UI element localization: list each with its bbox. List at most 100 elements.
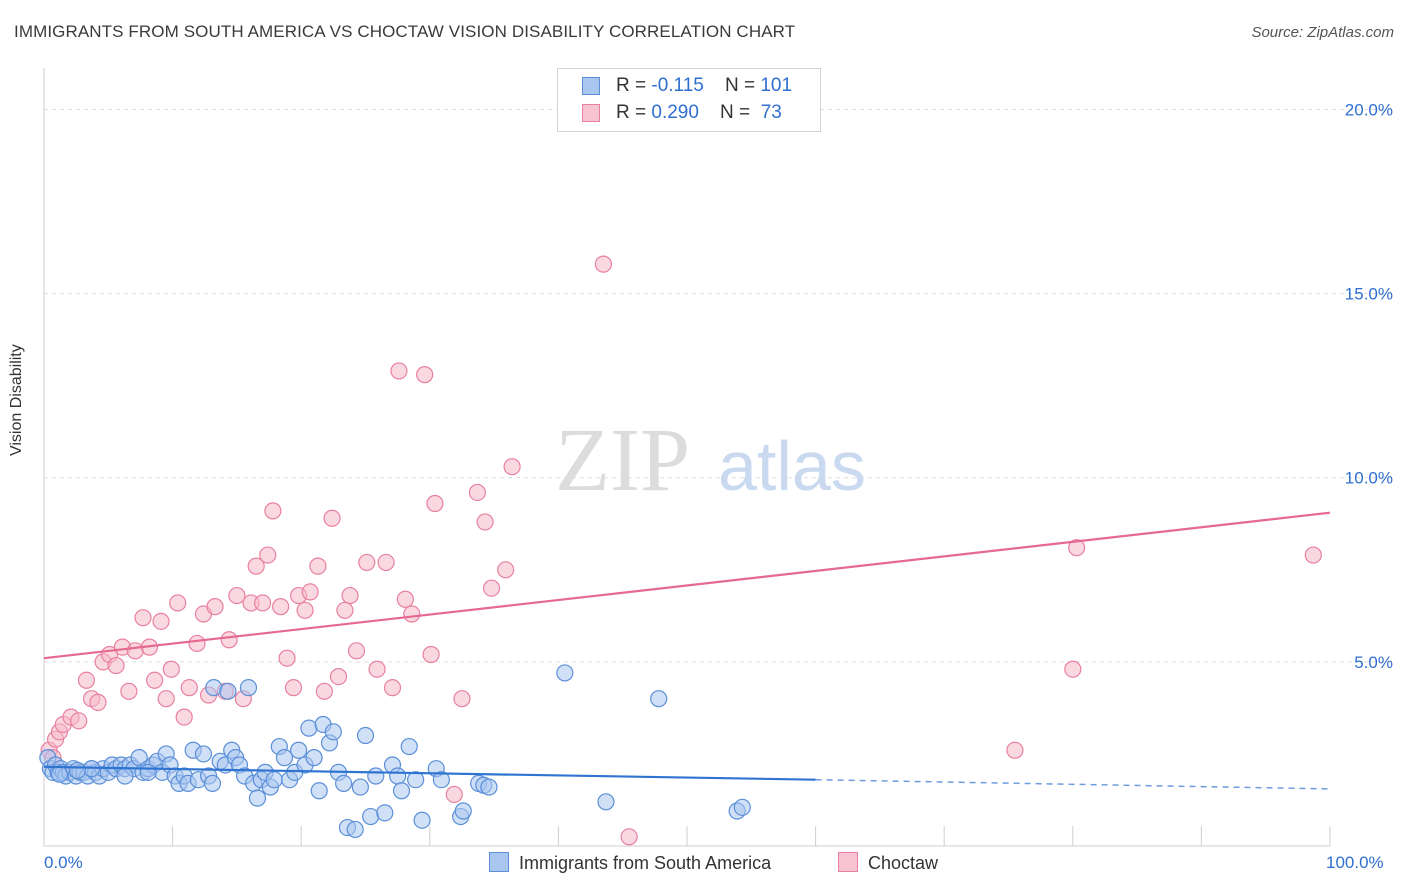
legend-text-pink: R = 0.290 N = 73 [616, 102, 782, 124]
legend-swatch-blue [582, 77, 600, 95]
point-south-america [362, 807, 380, 826]
point-choctaw [422, 645, 440, 664]
legend-swatch-pink [582, 104, 600, 122]
point-south-america [335, 774, 353, 792]
point-south-america [480, 778, 498, 796]
point-choctaw [453, 690, 471, 708]
point-choctaw [126, 642, 144, 660]
point-south-america [556, 664, 574, 682]
n-label: N = [724, 75, 761, 96]
point-choctaw [416, 366, 434, 384]
point-south-america [248, 789, 267, 807]
point-choctaw [468, 483, 486, 502]
point-choctaw [347, 642, 366, 660]
point-south-america [290, 741, 308, 759]
point-choctaw [259, 546, 277, 564]
point-choctaw [228, 586, 246, 605]
point-choctaw [296, 601, 314, 619]
point-south-america [305, 749, 323, 767]
south-america-points [39, 664, 751, 839]
point-choctaw [315, 682, 333, 700]
x-tick-label-min: 0.0% [44, 853, 83, 872]
point-choctaw [1068, 539, 1086, 557]
r-label: R = [616, 75, 652, 96]
point-south-america [239, 679, 258, 697]
legend-item-choctaw: Choctaw [838, 852, 938, 874]
point-choctaw [309, 557, 327, 575]
point-choctaw [476, 513, 494, 531]
point-south-america [432, 771, 450, 789]
point-south-america [50, 765, 69, 783]
point-choctaw [152, 612, 170, 630]
point-choctaw [180, 679, 198, 697]
y-tick-labels: 5.0% 10.0% 15.0% 20.0% [1345, 100, 1393, 671]
point-choctaw [206, 598, 224, 616]
point-choctaw [336, 601, 354, 619]
point-choctaw [396, 590, 414, 608]
point-choctaw [89, 693, 107, 711]
legend-label-south-america: Immigrants from South America [519, 853, 772, 873]
y-tick-label: 10.0% [1345, 469, 1393, 488]
point-choctaw [107, 656, 125, 675]
point-south-america [324, 723, 342, 741]
point-choctaw [620, 828, 638, 846]
point-choctaw [162, 660, 180, 678]
point-choctaw [272, 598, 290, 616]
point-south-america [413, 811, 431, 829]
point-south-america [356, 726, 375, 745]
point-south-america [275, 749, 294, 767]
gridlines [44, 108, 1394, 663]
point-south-america [733, 798, 751, 816]
y-tick-label: 5.0% [1354, 653, 1393, 672]
point-choctaw [175, 708, 193, 726]
trendline-south-america [43, 765, 816, 781]
point-south-america [310, 782, 328, 800]
choctaw-points [40, 255, 1322, 846]
point-south-america [400, 737, 418, 756]
point-south-america [116, 767, 134, 785]
point-choctaw [497, 561, 515, 579]
point-choctaw [482, 579, 501, 597]
y-tick-label: 15.0% [1345, 285, 1393, 304]
point-south-america [205, 679, 223, 697]
n-value: 73 [755, 102, 782, 123]
chart-title: IMMIGRANTS FROM SOUTH AMERICA VS CHOCTAW… [14, 22, 796, 41]
r-value: -0.115 [651, 75, 704, 96]
point-choctaw [390, 362, 408, 380]
point-south-america [265, 771, 283, 789]
point-choctaw [1064, 660, 1082, 678]
point-choctaw [278, 649, 296, 667]
trendlines [43, 511, 1331, 790]
point-choctaw [368, 660, 386, 678]
r-label: R = [616, 102, 652, 123]
point-choctaw [284, 679, 303, 697]
point-choctaw [254, 594, 272, 612]
point-south-america [300, 719, 318, 737]
point-south-america [407, 771, 425, 789]
watermark-zip: ZIP [555, 411, 690, 510]
point-choctaw [157, 690, 175, 708]
y-tick-label: 20.0% [1345, 100, 1393, 119]
point-choctaw [445, 785, 463, 804]
point-choctaw [377, 553, 395, 572]
point-choctaw [403, 605, 421, 623]
n-label: N = [720, 102, 756, 123]
point-choctaw [188, 634, 206, 653]
point-choctaw [594, 255, 613, 273]
point-choctaw [264, 502, 282, 520]
watermark-atlas: atlas [718, 427, 866, 505]
source-label: Source: ZipAtlas.com [1251, 24, 1394, 41]
legend-swatch-blue [489, 852, 509, 872]
point-choctaw [383, 679, 402, 697]
x-axis-ticks [43, 826, 1331, 846]
point-south-america [68, 761, 87, 780]
trendline-choctaw [43, 511, 1331, 660]
point-south-america [139, 763, 157, 781]
point-south-america [392, 782, 411, 800]
y-axis-label: Vision Disability [8, 344, 25, 456]
point-south-america [376, 804, 394, 822]
point-choctaw [341, 586, 359, 605]
point-south-america [454, 802, 472, 820]
point-choctaw [426, 494, 444, 513]
point-choctaw [329, 667, 348, 686]
